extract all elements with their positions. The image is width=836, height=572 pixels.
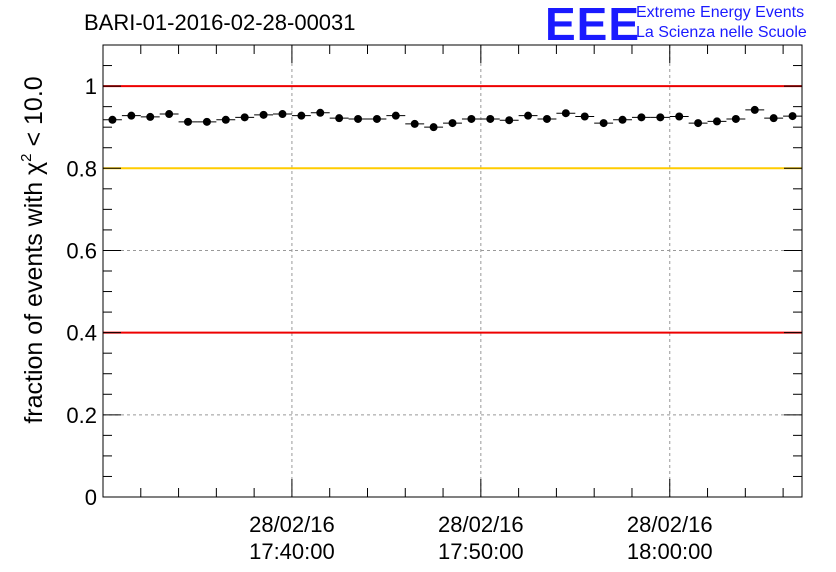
data-point (240, 113, 249, 122)
data-points (103, 105, 802, 132)
data-point (788, 112, 797, 121)
x-tick-label-time: 18:00:00 (627, 539, 713, 564)
y-tick-label: 1 (85, 74, 97, 99)
y-tick-label: 0.6 (66, 238, 97, 263)
data-point (354, 114, 363, 123)
data-point (316, 108, 325, 117)
chart-title: BARI-01-2016-02-28-00031 (84, 10, 356, 35)
data-point (524, 111, 533, 120)
y-tick-label: 0.4 (66, 321, 97, 346)
data-point (467, 114, 476, 123)
data-point (259, 110, 268, 119)
data-point (146, 112, 155, 121)
data-point (712, 117, 721, 126)
x-tick-label-time: 17:50:00 (438, 539, 524, 564)
data-point (202, 117, 211, 126)
logo-line-2: La Scienza nelle Scuole (636, 24, 807, 41)
x-tick-label-date: 28/02/16 (438, 512, 524, 537)
axis-ticks (102, 44, 802, 498)
y-axis-label-symbol: χ (20, 162, 48, 175)
x-tick-label-date: 28/02/16 (249, 512, 335, 537)
data-point (429, 123, 438, 132)
y-tick-label: 0.2 (66, 403, 97, 428)
data-point (637, 113, 646, 122)
data-point (505, 116, 514, 125)
data-point (750, 105, 759, 114)
data-point (372, 114, 381, 123)
data-point (165, 110, 174, 119)
data-point (448, 119, 457, 128)
x-tick-label-time: 17:40:00 (249, 539, 335, 564)
logo-line-1: Extreme Energy Events (636, 4, 805, 21)
data-point (486, 114, 495, 123)
data-point (127, 111, 136, 120)
data-point (391, 111, 400, 120)
reference-lines (103, 85, 802, 334)
x-tick-label-date: 28/02/16 (627, 512, 713, 537)
data-point (335, 114, 344, 123)
eee-logo-mark: EEE (545, 0, 641, 50)
y-tick-label: 0.8 (66, 156, 97, 181)
data-point (410, 119, 419, 128)
tick-labels: 00.20.40.60.8128/02/1617:40:0028/02/1617… (66, 74, 712, 564)
data-point (542, 114, 551, 123)
y-axis-label-power: 2 (18, 153, 35, 161)
data-point (618, 115, 627, 124)
data-point (656, 113, 665, 122)
data-point (731, 114, 740, 123)
data-point (297, 111, 306, 120)
data-point (184, 117, 193, 126)
y-axis-label-prefix: fraction of events with (20, 175, 48, 424)
data-point (278, 110, 287, 119)
data-point (108, 115, 117, 124)
grid-layer (103, 45, 802, 497)
y-axis-label-suffix: < 10.0 (20, 76, 48, 153)
plot-frame (102, 44, 803, 498)
y-tick-label: 0 (85, 485, 97, 510)
y-axis-label: fraction of events with χ2 < 10.0 (18, 76, 48, 423)
data-point (221, 115, 230, 124)
data-point (580, 112, 589, 121)
data-point (675, 112, 684, 121)
data-point (769, 114, 778, 123)
data-point (599, 119, 608, 128)
data-point (694, 119, 703, 128)
data-point (561, 109, 570, 118)
